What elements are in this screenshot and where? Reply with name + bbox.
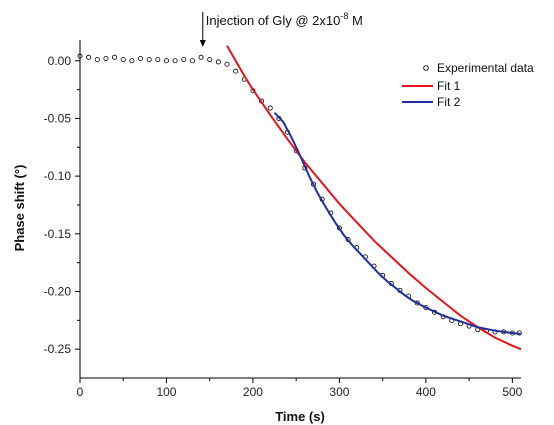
experimental-point-7 (138, 55, 144, 61)
y-tick-label-3: -0.15 (44, 227, 72, 241)
experimental-point-16 (215, 59, 221, 65)
experimental-point-11 (172, 58, 178, 64)
x-tick-label-5: 500 (502, 385, 522, 399)
x-tick-label-3: 300 (329, 385, 349, 399)
experimental-point-4 (112, 54, 118, 60)
experimental-point-18 (233, 68, 239, 74)
experimental-point-3 (103, 55, 109, 61)
x-tick-label-4: 400 (416, 385, 436, 399)
injection-arrow-icon (199, 40, 206, 47)
injection-label-suffix: M (348, 13, 362, 28)
injection-label-exponent: -8 (340, 11, 348, 21)
x-tick-label-0: 0 (77, 385, 84, 399)
fit2-line (273, 111, 522, 336)
legend-label-fit1: Fit 1 (437, 79, 461, 93)
experimental-point-2 (94, 57, 100, 63)
injection-label-prefix: Injection of Gly @ 2x10 (206, 13, 341, 28)
axes: 0 100 200 300 400 500 0.00 -0.05 -0.10 -0.15 -0.20… (44, 40, 523, 399)
experimental-point-9 (155, 57, 161, 63)
experimental-point-15 (207, 57, 213, 63)
experimental-point-8 (146, 57, 152, 63)
fit1-line (226, 45, 522, 351)
experimental-point-17 (224, 61, 230, 67)
legend-label-fit2: Fit 2 (437, 95, 461, 109)
x-tick-label-2: 200 (243, 385, 263, 399)
injection-label: Injection of Gly @ 2x10-8 M (206, 11, 363, 28)
y-tick-label-4: -0.20 (44, 284, 72, 298)
y-tick-label-2: -0.10 (44, 169, 72, 183)
experimental-point-10 (163, 58, 169, 64)
x-tick-label-1: 100 (156, 385, 176, 399)
y-tick-label-5: -0.25 (44, 342, 72, 356)
legend-label-experimental: Experimental data (437, 61, 534, 75)
experimental-point-1 (86, 54, 92, 60)
legend: Experimental data Fit 1 Fit 2 (402, 61, 534, 109)
experimental-point-12 (181, 57, 187, 63)
experimental-point-22 (267, 105, 273, 111)
experimental-point-14 (198, 54, 204, 60)
experimental-point-5 (120, 57, 126, 63)
y-tick-label-1: -0.05 (44, 111, 72, 125)
x-axis-title: Time (s) (275, 409, 325, 424)
legend-marker-experimental (423, 65, 429, 71)
experimental-point-13 (189, 58, 195, 64)
plot-area (77, 45, 522, 351)
injection-annotation: Injection of Gly @ 2x10-8 M (199, 11, 363, 47)
y-axis-title: Phase shift (°) (12, 165, 27, 252)
experimental-point-6 (129, 58, 135, 64)
y-tick-label-0: 0.00 (48, 54, 72, 68)
